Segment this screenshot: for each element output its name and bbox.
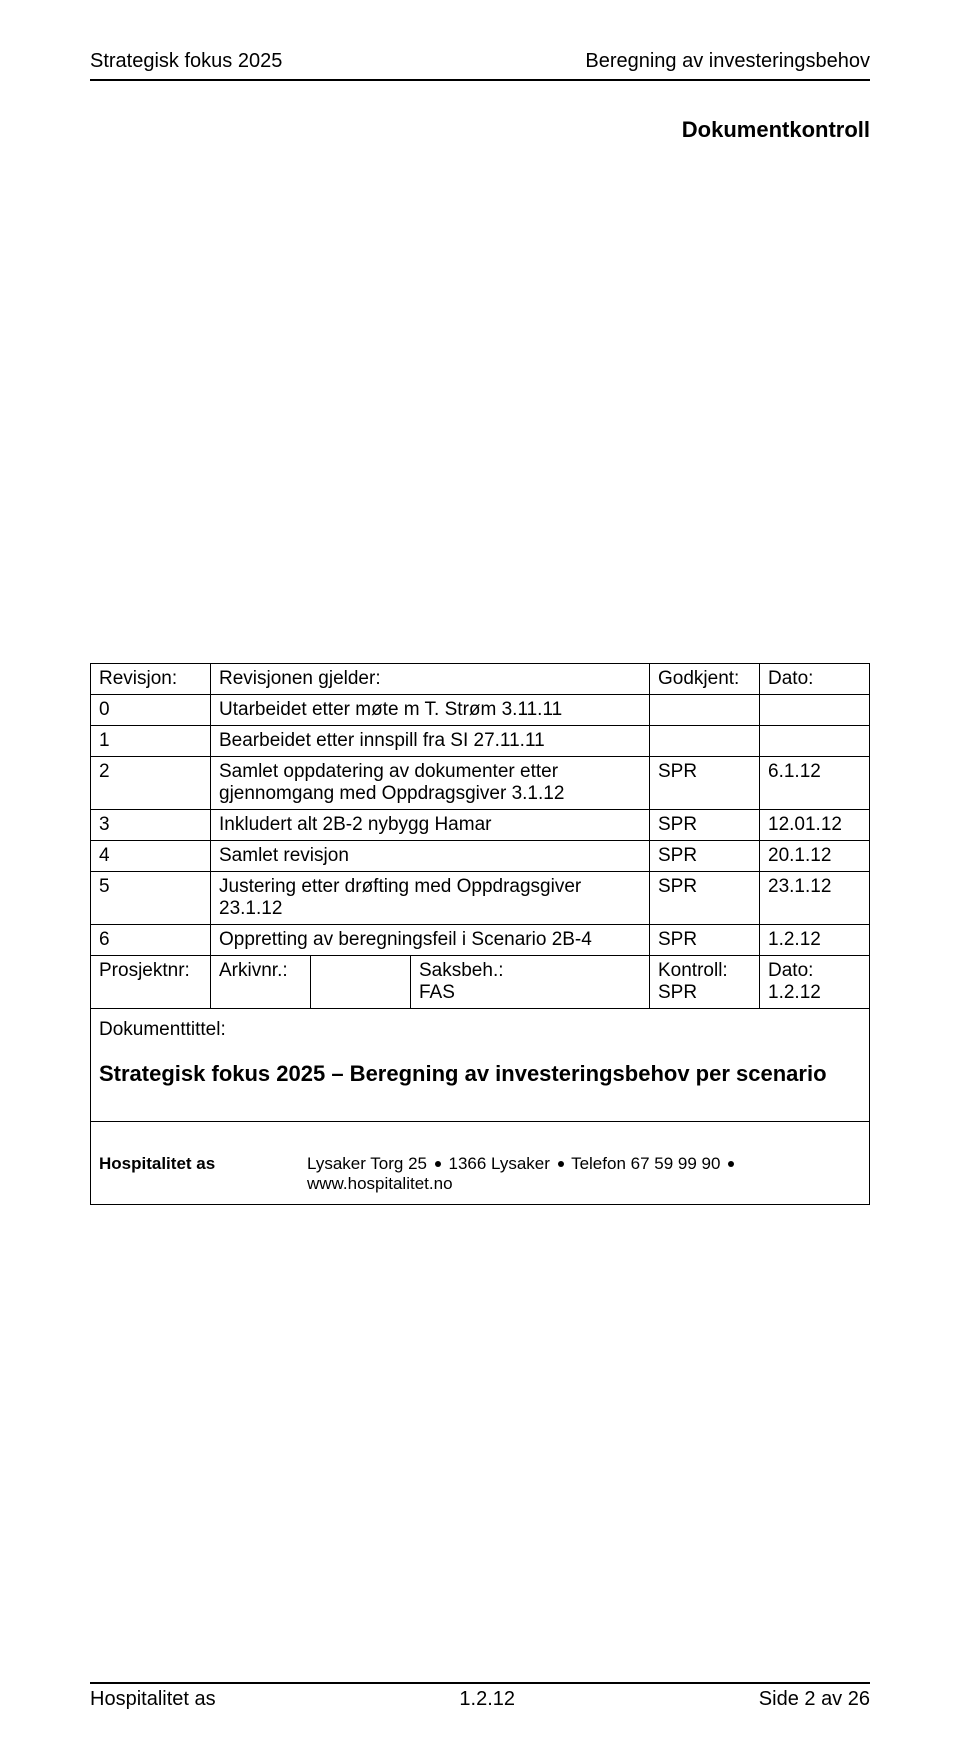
- footer-center: 1.2.12: [459, 1688, 515, 1711]
- rev-desc: Inkludert alt 2B-2 nybygg Hamar: [211, 810, 650, 841]
- kontroll-cell: Kontroll: SPR: [650, 956, 760, 1009]
- company-address: Lysaker Torg 25 1366 Lysaker Telefon 67 …: [307, 1154, 861, 1194]
- table-row: 5 Justering etter drøfting med Oppdragsg…: [91, 872, 870, 925]
- page-footer: Hospitalitet as 1.2.12 Side 2 av 26: [90, 1682, 870, 1711]
- header-right: Beregning av investeringsbehov: [585, 50, 870, 73]
- saksbeh-cell: Saksbeh.: FAS: [411, 956, 650, 1009]
- rev-dato: 23.1.12: [760, 872, 870, 925]
- page: Strategisk fokus 2025 Beregning av inves…: [0, 0, 960, 1761]
- rev-dato: 1.2.12: [760, 925, 870, 956]
- rev-godkjent: SPR: [650, 872, 760, 925]
- table-row: 1 Bearbeidet etter innspill fra SI 27.11…: [91, 726, 870, 757]
- bullet-icon: [558, 1161, 564, 1167]
- meta-row: Prosjektnr: Arkivnr.: Saksbeh.: FAS Kont…: [91, 956, 870, 1009]
- header-left: Strategisk fokus 2025: [90, 50, 282, 73]
- bullet-icon: [728, 1161, 734, 1167]
- rev-num: 4: [91, 841, 211, 872]
- document-title: Strategisk fokus 2025 – Beregning av inv…: [99, 1061, 861, 1087]
- rev-num: 1: [91, 726, 211, 757]
- document-control-heading: Dokumentkontroll: [90, 117, 870, 143]
- footer-left: Hospitalitet as: [90, 1688, 216, 1711]
- company-name: Hospitalitet as: [99, 1154, 307, 1194]
- document-title-label: Dokumenttittel:: [99, 1019, 861, 1041]
- bullet-icon: [435, 1161, 441, 1167]
- rev-desc: Utarbeidet etter møte m T. Strøm 3.11.11: [211, 695, 650, 726]
- meta-dato-value: 1.2.12: [768, 982, 821, 1003]
- rev-dato: 12.01.12: [760, 810, 870, 841]
- table-row: 6 Oppretting av beregningsfeil i Scenari…: [91, 925, 870, 956]
- footer-rule: [90, 1682, 870, 1684]
- meta-dato-label: Dato:: [768, 960, 813, 981]
- col-dato: Dato:: [760, 664, 870, 695]
- header-rule: [90, 79, 870, 81]
- company-phone: Telefon 67 59 99 90: [571, 1154, 720, 1173]
- dato-cell: Dato: 1.2.12: [760, 956, 870, 1009]
- arkivnr-value: [311, 956, 411, 1009]
- rev-godkjent: [650, 726, 760, 757]
- rev-num: 5: [91, 872, 211, 925]
- rev-dato: [760, 726, 870, 757]
- rev-desc: Oppretting av beregningsfeil i Scenario …: [211, 925, 650, 956]
- company-web: www.hospitalitet.no: [307, 1174, 453, 1193]
- rev-dato: 20.1.12: [760, 841, 870, 872]
- table-header-row: Revisjon: Revisjonen gjelder: Godkjent: …: [91, 664, 870, 695]
- rev-desc: Samlet revisjon: [211, 841, 650, 872]
- rev-num: 0: [91, 695, 211, 726]
- rev-dato: 6.1.12: [760, 757, 870, 810]
- table-row: 3 Inkludert alt 2B-2 nybygg Hamar SPR 12…: [91, 810, 870, 841]
- revision-table: Revisjon: Revisjonen gjelder: Godkjent: …: [90, 663, 870, 1009]
- saksbeh-value: FAS: [419, 982, 455, 1003]
- rev-desc: Bearbeidet etter innspill fra SI 27.11.1…: [211, 726, 650, 757]
- prosjektnr-label: Prosjektnr:: [91, 956, 211, 1009]
- rev-num: 6: [91, 925, 211, 956]
- saksbeh-label: Saksbeh.:: [419, 960, 504, 981]
- col-godkjent: Godkjent:: [650, 664, 760, 695]
- rev-godkjent: SPR: [650, 810, 760, 841]
- rev-num: 2: [91, 757, 211, 810]
- rev-dato: [760, 695, 870, 726]
- rev-godkjent: SPR: [650, 841, 760, 872]
- table-row: 2 Samlet oppdatering av dokumenter etter…: [91, 757, 870, 810]
- document-title-block: Dokumenttittel: Strategisk fokus 2025 – …: [90, 1009, 870, 1122]
- kontroll-label: Kontroll:: [658, 960, 728, 981]
- col-revisjon: Revisjon:: [91, 664, 211, 695]
- rev-godkjent: [650, 695, 760, 726]
- arkivnr-label: Arkivnr.:: [211, 956, 311, 1009]
- footer-right: Side 2 av 26: [759, 1688, 870, 1711]
- kontroll-value: SPR: [658, 982, 697, 1003]
- rev-godkjent: SPR: [650, 757, 760, 810]
- table-row: 0 Utarbeidet etter møte m T. Strøm 3.11.…: [91, 695, 870, 726]
- footer-row: Hospitalitet as 1.2.12 Side 2 av 26: [90, 1688, 870, 1711]
- rev-godkjent: SPR: [650, 925, 760, 956]
- table-row: 4 Samlet revisjon SPR 20.1.12: [91, 841, 870, 872]
- col-gjelder: Revisjonen gjelder:: [211, 664, 650, 695]
- rev-desc: Justering etter drøfting med Oppdragsgiv…: [211, 872, 650, 925]
- company-row: Hospitalitet as Lysaker Torg 25 1366 Lys…: [90, 1122, 870, 1205]
- company-addr1: Lysaker Torg 25: [307, 1154, 427, 1173]
- company-addr2: 1366 Lysaker: [448, 1154, 549, 1173]
- rev-desc: Samlet oppdatering av dokumenter etter g…: [211, 757, 650, 810]
- rev-num: 3: [91, 810, 211, 841]
- page-header: Strategisk fokus 2025 Beregning av inves…: [90, 50, 870, 73]
